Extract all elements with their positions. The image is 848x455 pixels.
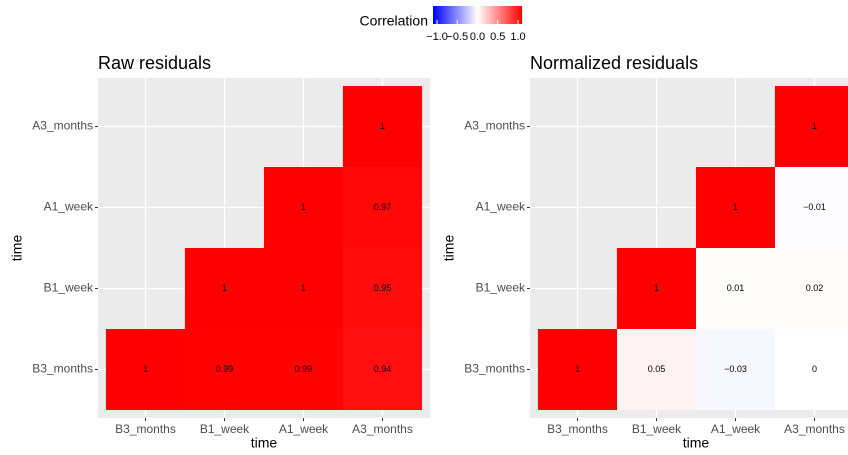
heatmap-cell: [775, 86, 848, 167]
x-tick-label: A1_week: [711, 422, 761, 436]
x-axis-title: time: [251, 435, 278, 451]
cell-label: 0.94: [374, 364, 392, 374]
cell-label: 1: [575, 364, 580, 374]
cell-label: 1: [812, 121, 817, 131]
cell-label: 0.99: [216, 364, 234, 374]
heatmap-cell: [696, 167, 775, 248]
heatmap-cell: [617, 248, 696, 329]
heatmap-cell: [106, 329, 185, 410]
cell-label: 0.99: [295, 364, 313, 374]
cell-label: −0.01: [803, 202, 826, 212]
cell-label: 1: [733, 202, 738, 212]
cell-label: 0: [812, 364, 817, 374]
heatmap-cell: [617, 329, 696, 410]
heatmap-cell: [538, 329, 617, 410]
x-tick-label: B1_week: [200, 422, 250, 436]
x-tick-label: B1_week: [632, 422, 682, 436]
legend-tick-label: 0.5: [490, 31, 505, 43]
heatmap-cell: [343, 329, 422, 410]
y-tick-label: A3_months: [464, 119, 525, 133]
cell-label: 0.01: [727, 283, 745, 293]
x-tick-label: A3_months: [352, 422, 413, 436]
heatmap-cell: [775, 167, 848, 248]
cell-label: 0.95: [374, 283, 392, 293]
legend-tick-label: 1.0: [510, 31, 525, 43]
cell-label: 0.02: [806, 283, 824, 293]
y-tick-label: A3_months: [32, 119, 93, 133]
cell-label: 1: [301, 202, 306, 212]
cell-label: −0.03: [724, 364, 747, 374]
cell-label: 1: [301, 283, 306, 293]
y-tick-label: B3_months: [464, 362, 525, 376]
heatmap-cell: [185, 248, 264, 329]
heatmap-cell: [264, 167, 343, 248]
cell-label: 1: [143, 364, 148, 374]
legend-tick-label: −0.5: [446, 31, 468, 43]
y-tick-label: A1_week: [476, 200, 526, 214]
cell-label: 0.97: [374, 202, 392, 212]
heatmap-cell: [343, 248, 422, 329]
chart-title: Raw residuals: [98, 53, 211, 73]
heatmap-cell: [775, 248, 848, 329]
heatmap-cell: [696, 248, 775, 329]
heatmap-cell: [264, 248, 343, 329]
y-tick-label: A1_week: [44, 200, 94, 214]
heatmap-cell: [264, 329, 343, 410]
cell-label: 1: [654, 283, 659, 293]
cell-label: 1: [380, 121, 385, 131]
heatmap-cell: [185, 329, 264, 410]
heatmap-cell: [343, 167, 422, 248]
x-tick-label: A3_months: [784, 422, 845, 436]
legend-title: Correlation: [360, 13, 428, 29]
x-tick-label: B3_months: [547, 422, 608, 436]
y-axis-title: time: [9, 235, 25, 262]
cell-label: 1: [222, 283, 227, 293]
x-tick-label: B3_months: [115, 422, 176, 436]
heatmap-cell: [343, 86, 422, 167]
heatmap-cell: [775, 329, 848, 410]
x-axis-title: time: [683, 435, 710, 451]
cell-label: 0.05: [648, 364, 666, 374]
legend-tick-label: −1.0: [426, 31, 448, 43]
y-tick-label: B1_week: [476, 281, 526, 295]
legend-colorbar: [433, 6, 522, 24]
y-tick-label: B1_week: [44, 281, 94, 295]
heatmap-cell: [696, 329, 775, 410]
y-axis-title: time: [441, 235, 457, 262]
x-tick-label: A1_week: [279, 422, 329, 436]
y-tick-label: B3_months: [32, 362, 93, 376]
chart-title: Normalized residuals: [530, 53, 698, 73]
legend-tick-label: 0.0: [470, 31, 485, 43]
